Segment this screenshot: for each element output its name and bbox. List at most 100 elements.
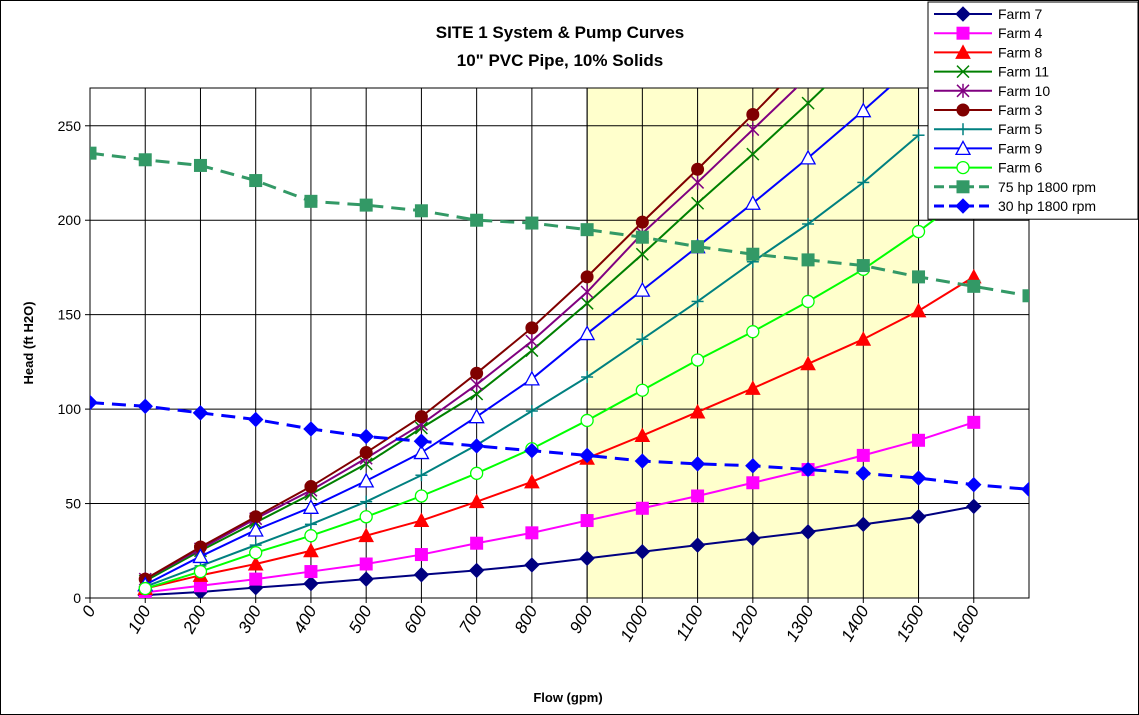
legend-item: Farm 8	[934, 44, 1043, 60]
legend-marker	[957, 123, 969, 136]
data-point	[579, 447, 595, 464]
data-point	[745, 530, 761, 547]
legend-marker	[955, 198, 971, 214]
data-point	[469, 466, 484, 480]
data-point	[746, 325, 760, 339]
data-point	[857, 176, 870, 189]
data-point	[358, 428, 374, 445]
legend-marker	[955, 6, 971, 22]
data-point	[358, 571, 374, 587]
data-point	[247, 411, 264, 428]
marker-stroke	[470, 387, 484, 401]
legend-marker	[956, 65, 970, 79]
data-point	[470, 213, 484, 227]
data-point	[414, 410, 428, 424]
legend-item: Farm 7	[934, 6, 1043, 22]
series-line	[144, 88, 826, 582]
data-point	[800, 524, 816, 540]
legend-marker	[956, 160, 970, 175]
legend-label: Farm 10	[998, 83, 1050, 99]
data-point	[413, 444, 430, 460]
data-point	[413, 433, 430, 449]
data-point	[801, 96, 815, 110]
data-point	[192, 405, 209, 421]
data-point	[689, 537, 706, 553]
data-point	[746, 476, 760, 490]
data-point	[580, 296, 594, 310]
data-point	[635, 501, 649, 515]
data-point	[359, 198, 373, 212]
marker-stroke	[956, 65, 970, 79]
data-point	[910, 509, 927, 525]
data-point	[468, 438, 485, 454]
data-point	[691, 295, 704, 308]
data-point	[90, 394, 98, 411]
marker-stroke	[525, 344, 539, 358]
data-point	[525, 344, 539, 358]
legend-label: Farm 4	[998, 25, 1043, 41]
data-point	[524, 473, 540, 489]
data-point	[247, 555, 264, 571]
legend-marker	[956, 83, 970, 98]
legend-item: Farm 10	[934, 83, 1050, 99]
data-point	[856, 259, 870, 273]
data-point	[579, 550, 595, 567]
data-point	[966, 498, 982, 515]
data-point	[636, 333, 649, 346]
legend-item: Farm 6	[934, 160, 1043, 176]
y-tick-label: 250	[58, 118, 82, 134]
data-point	[413, 567, 430, 583]
series-30-hp-1800-rpm	[90, 394, 1029, 498]
marker-stroke	[801, 96, 815, 110]
data-point	[525, 216, 539, 230]
data-point	[523, 370, 540, 386]
marker-stroke	[691, 196, 705, 210]
legend-item: 75 hp 1800 rpm	[934, 179, 1096, 195]
legend-label: Farm 7	[998, 6, 1043, 22]
data-point	[470, 366, 484, 380]
data-point	[470, 377, 484, 392]
data-point	[856, 448, 870, 462]
data-point	[635, 215, 649, 229]
data-point	[413, 512, 430, 528]
legend-label: Farm 9	[998, 140, 1043, 156]
series-line	[145, 276, 975, 590]
data-point	[802, 218, 815, 230]
data-point	[249, 510, 263, 524]
data-point	[137, 398, 153, 414]
data-point	[635, 383, 650, 397]
data-point	[967, 279, 981, 293]
y-tick-label: 0	[73, 590, 81, 606]
data-point	[359, 510, 373, 524]
data-point	[744, 380, 761, 395]
data-point	[358, 472, 375, 488]
y-tick-label: 150	[58, 307, 82, 323]
data-point	[744, 194, 761, 210]
series-layer	[90, 88, 1029, 598]
data-point	[800, 355, 816, 371]
data-point	[966, 476, 982, 493]
data-point	[247, 521, 264, 537]
marker-stroke	[746, 147, 760, 161]
data-point	[746, 147, 760, 161]
legend-label: 30 hp 1800 rpm	[998, 198, 1096, 214]
y-axis: 0 50 100 150 200 250	[58, 118, 90, 606]
data-point	[1021, 481, 1029, 498]
data-point	[910, 470, 927, 486]
data-point	[799, 149, 817, 165]
data-point	[746, 247, 760, 261]
data-point	[192, 548, 209, 564]
x-axis-title: Flow (gpm)	[533, 690, 602, 705]
data-point	[690, 353, 705, 367]
data-point	[1022, 289, 1029, 303]
data-point	[634, 544, 651, 560]
data-point	[193, 158, 207, 172]
plot-border	[89, 87, 1030, 599]
data-point	[746, 107, 760, 121]
data-point	[800, 461, 816, 478]
data-point	[580, 270, 594, 284]
series-75-hp-1800-rpm	[90, 146, 1029, 303]
data-point	[580, 285, 594, 299]
legend-marker	[956, 26, 970, 40]
